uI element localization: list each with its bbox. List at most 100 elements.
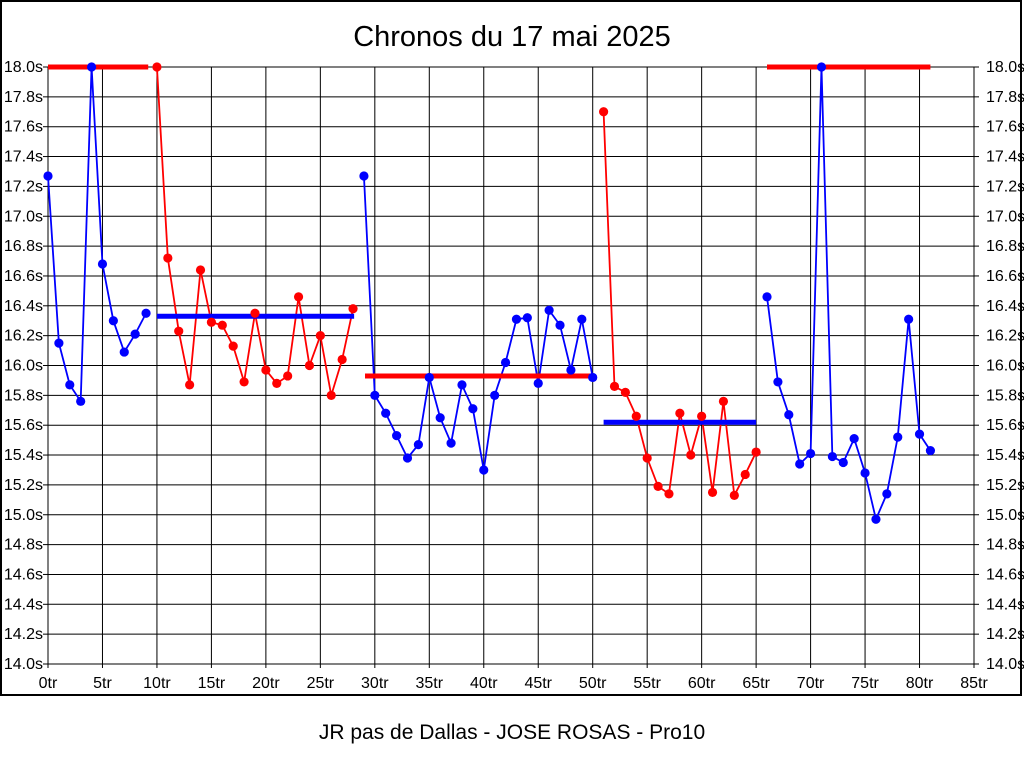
data-point (152, 62, 162, 72)
data-point (402, 453, 413, 463)
x-tick-label: 60tr (688, 675, 716, 692)
data-point (914, 429, 925, 439)
data-point (925, 445, 936, 456)
data-point (762, 292, 772, 302)
data-point (337, 354, 347, 365)
data-point (315, 331, 325, 341)
x-tick-label: 20tr (252, 675, 280, 692)
data-point (250, 308, 260, 318)
x-tick-label: 55tr (633, 675, 661, 692)
y-tick-label-right: 16.6s (986, 268, 1024, 285)
data-point (326, 390, 336, 400)
data-point (370, 390, 380, 400)
data-point (566, 365, 576, 375)
data-point (729, 490, 739, 500)
y-tick-label-left: 17.6s (4, 119, 43, 136)
data-point (882, 489, 892, 499)
data-point (392, 431, 402, 441)
data-point (653, 481, 663, 491)
y-tick-label-right: 15.4s (986, 447, 1024, 464)
data-point (468, 404, 478, 414)
data-point (217, 320, 227, 330)
data-point (522, 313, 532, 323)
y-tick-label-right: 16.2s (986, 328, 1024, 345)
y-tick-label-left: 18.0s (4, 59, 43, 76)
y-tick-label-left: 16.6s (4, 268, 43, 285)
series-line-segment-5 (766, 66, 932, 523)
data-point (642, 453, 652, 463)
data-point (206, 317, 217, 327)
y-tick-label-left: 14.8s (4, 537, 43, 554)
y-tick-label-left: 17.0s (4, 208, 43, 225)
x-tick-label: 75tr (851, 675, 879, 692)
data-point (871, 514, 881, 524)
data-point (838, 457, 848, 468)
data-point (76, 396, 86, 406)
data-point (65, 380, 75, 390)
data-point (283, 371, 293, 381)
y-tick-label-right: 18.0s (986, 59, 1024, 76)
data-point (174, 326, 184, 336)
y-tick-label-left: 14.0s (4, 656, 43, 673)
x-tick-label: 35tr (416, 675, 444, 692)
data-point (424, 372, 434, 383)
data-point (490, 390, 500, 400)
y-tick-label-right: 14.4s (986, 596, 1024, 613)
data-point (599, 107, 609, 117)
data-point (435, 413, 445, 423)
x-tick-label: 15tr (198, 675, 226, 692)
series-line-segment-1 (47, 66, 147, 405)
data-point (43, 171, 53, 181)
data-point (718, 396, 729, 406)
data-point (261, 365, 271, 375)
y-tick-label-right: 16.0s (986, 358, 1024, 375)
data-point (893, 432, 903, 442)
y-tick-label-left: 15.8s (4, 387, 43, 404)
data-point (555, 320, 565, 330)
y-tick-label-left: 14.2s (4, 626, 43, 643)
y-tick-label-right: 17.6s (986, 119, 1024, 136)
data-point (511, 314, 522, 324)
y-tick-label-right: 16.8s (986, 238, 1024, 255)
data-point (479, 465, 489, 475)
data-point (805, 448, 816, 459)
data-point (97, 259, 108, 269)
x-tick-label: 10tr (143, 675, 171, 692)
y-tick-label-right: 17.0s (986, 208, 1024, 225)
y-tick-label-left: 15.2s (4, 477, 43, 494)
x-tick-label: 80tr (906, 675, 934, 692)
y-tick-label-right: 15.0s (986, 507, 1024, 524)
data-point (413, 440, 423, 450)
y-tick-label-left: 15.0s (4, 507, 43, 524)
data-point (500, 357, 511, 368)
data-point (446, 438, 456, 448)
data-point (784, 410, 794, 420)
data-point (697, 411, 707, 421)
data-point (272, 378, 282, 389)
data-point (195, 265, 206, 275)
data-point (675, 408, 685, 418)
data-point (686, 450, 696, 460)
data-point (185, 380, 195, 390)
y-tick-label-right: 15.2s (986, 477, 1024, 494)
data-point (751, 447, 761, 457)
x-tick-label: 30tr (361, 675, 389, 692)
y-tick-label-left: 17.4s (4, 149, 43, 166)
data-point (860, 468, 870, 478)
y-tick-label-right: 14.2s (986, 626, 1024, 643)
data-point (348, 304, 358, 314)
x-tick-label: 45tr (524, 675, 552, 692)
y-tick-label-right: 17.4s (986, 149, 1024, 166)
plot-area: 18.0s 18.0s 17.8s 17.8s 17.6s 17.6s 17.4s 17.4s… (4, 59, 1024, 692)
y-tick-label-right: 17.8s (986, 89, 1024, 106)
chart-footer: JR pas de Dallas - JOSE ROSAS - Pro10 (319, 721, 705, 744)
data-point (544, 305, 554, 315)
chart-frame (0, 0, 1022, 696)
y-tick-label-left: 14.4s (4, 596, 43, 613)
data-point (631, 411, 641, 421)
data-point (773, 377, 783, 387)
data-point (228, 341, 238, 351)
x-tick-label: 65tr (742, 675, 770, 692)
data-point (816, 62, 827, 72)
